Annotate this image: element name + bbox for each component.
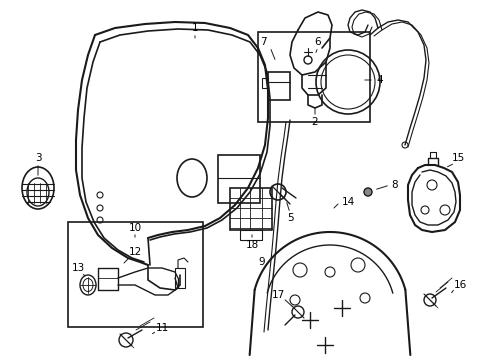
Bar	[218, 155, 260, 203]
Text: 7: 7	[259, 37, 266, 47]
Text: 15: 15	[450, 153, 464, 163]
Text: 14: 14	[341, 197, 354, 207]
Text: 10: 10	[128, 223, 141, 233]
Text: 6: 6	[314, 37, 321, 47]
Bar	[258, 32, 369, 122]
Text: 9: 9	[258, 257, 265, 267]
Text: 16: 16	[452, 280, 466, 290]
Text: 13: 13	[71, 263, 84, 273]
Bar	[175, 268, 184, 288]
Text: 3: 3	[35, 153, 41, 163]
Bar	[68, 222, 203, 327]
Text: 8: 8	[391, 180, 398, 190]
Text: 1: 1	[191, 23, 198, 33]
Text: 2: 2	[311, 117, 318, 127]
Text: 4: 4	[376, 75, 383, 85]
Text: 17: 17	[271, 290, 284, 300]
Bar	[262, 78, 267, 88]
Bar	[240, 230, 262, 240]
Bar	[229, 188, 271, 230]
Text: 18: 18	[245, 240, 258, 250]
Text: 12: 12	[128, 247, 142, 257]
Bar	[267, 72, 289, 100]
Text: 5: 5	[286, 213, 293, 223]
Text: 11: 11	[155, 323, 168, 333]
Circle shape	[363, 188, 371, 196]
